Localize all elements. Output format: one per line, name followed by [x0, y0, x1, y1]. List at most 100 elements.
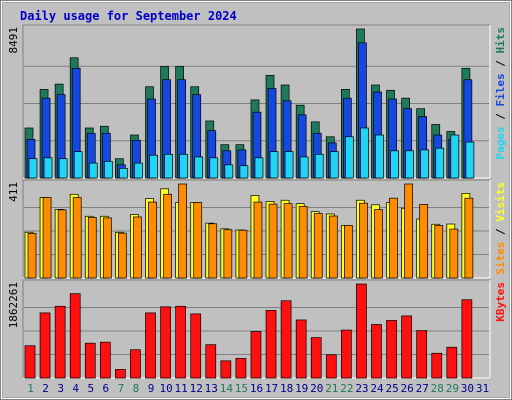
bar-kbytes-day-4	[69, 293, 81, 379]
bar-pages-day-22	[345, 136, 354, 179]
bar-kbytes-day-18	[280, 300, 292, 379]
bar-pages-day-16	[254, 157, 264, 179]
bars	[24, 283, 473, 379]
bar-sites-day-5	[87, 217, 97, 279]
bar-kbytes-day-14	[220, 360, 232, 379]
bar-kbytes-day-8	[130, 349, 141, 379]
bar-kbytes-day-26	[401, 315, 412, 379]
bar-kbytes-day-5	[84, 342, 96, 379]
bar-sites-day-26	[404, 183, 413, 279]
panel-legend: Pages / Files / Hits	[494, 27, 507, 160]
y-tick-label: 8491	[7, 27, 20, 54]
chart-title: Daily usage for September 2024	[20, 9, 237, 23]
bar-kbytes-day-23	[356, 283, 367, 379]
bar-kbytes-day-13	[205, 344, 217, 379]
bar-pages-day-28	[435, 147, 445, 179]
bar-sites-day-7	[118, 232, 127, 279]
bar-sites-day-30	[464, 197, 474, 279]
legend-separator: /	[494, 222, 507, 242]
bar-pages-day-5	[88, 162, 98, 179]
legend-separator: /	[494, 107, 507, 127]
bar-sites-day-18	[283, 203, 293, 279]
bar-kbytes-day-29	[446, 346, 458, 379]
bar-sites-day-8	[133, 216, 142, 279]
bar-kbytes-day-9	[145, 312, 156, 379]
x-tick-label-day-19: 19	[295, 382, 308, 395]
bar-pages-day-20	[314, 153, 324, 179]
legend-entry-hits: Hits	[494, 27, 507, 54]
chart-panels: 8491 Pages / Files / Hits 411 Sites / Visit…	[7, 24, 507, 379]
x-tick-label-day-26: 26	[401, 382, 414, 395]
bar-kbytes-day-20	[310, 337, 322, 379]
x-tick-label-day-4: 4	[72, 382, 79, 395]
panel-visits-sites: 411 Sites / Visits	[7, 179, 507, 279]
bar-pages-day-29	[450, 134, 460, 179]
x-axis-labels: 1 2 3 4 5 6 7 8 9 10 11 12 13 14 15 16 17 18 19 20 21 22 23 24 2…	[27, 382, 489, 395]
bar-pages-day-1	[28, 158, 38, 179]
x-tick-label-day-2: 2	[42, 382, 49, 395]
bar-pages-day-7	[119, 167, 128, 179]
bar-sites-day-29	[449, 228, 459, 279]
bar-sites-day-6	[102, 217, 112, 279]
bar-sites-day-21	[328, 215, 338, 279]
bar-pages-day-8	[134, 162, 143, 179]
bars	[24, 28, 475, 179]
bar-pages-day-12	[194, 156, 204, 179]
bar-sites-day-4	[72, 197, 82, 279]
x-tick-label-day-8: 8	[133, 382, 140, 395]
bar-sites-day-3	[57, 209, 67, 279]
x-tick-label-day-9: 9	[148, 382, 155, 395]
x-tick-label-day-5: 5	[87, 382, 94, 395]
bar-sites-day-19	[298, 206, 308, 279]
bar-kbytes-day-16	[250, 331, 262, 379]
panel-kbytes: 1862261 KBytes	[7, 279, 507, 379]
bar-sites-day-22	[344, 225, 353, 279]
x-tick-label-day-27: 27	[416, 382, 429, 395]
bar-kbytes-day-10	[160, 306, 171, 379]
legend-entry-sites: Sites	[494, 242, 507, 275]
bar-pages-day-6	[103, 160, 113, 179]
bar-kbytes-day-3	[54, 305, 66, 379]
x-tick-label-day-6: 6	[103, 382, 110, 395]
legend-entry-pages: Pages	[494, 126, 507, 159]
x-tick-label-day-24: 24	[370, 382, 384, 395]
bar-kbytes-day-17	[265, 310, 277, 379]
bar-pages-day-17	[269, 151, 279, 179]
bar-pages-day-3	[58, 158, 68, 179]
y-tick-label: 411	[7, 182, 20, 202]
panel-legend: KBytes	[494, 282, 507, 322]
legend-label: Sites / Visits	[494, 182, 507, 275]
bar-sites-day-24	[374, 209, 383, 279]
x-tick-label-day-15: 15	[235, 382, 248, 395]
x-tick-label-day-18: 18	[280, 382, 293, 395]
bar-sites-day-28	[434, 225, 444, 279]
x-tick-label-day-29: 29	[446, 382, 459, 395]
bar-sites-day-9	[148, 201, 157, 279]
x-tick-label-day-28: 28	[431, 382, 444, 395]
bar-pages-day-26	[405, 150, 414, 179]
x-tick-label-day-7: 7	[118, 382, 125, 395]
bar-kbytes-day-15	[235, 357, 247, 379]
bar-pages-day-11	[179, 153, 188, 179]
x-tick-label-day-21: 21	[325, 382, 338, 395]
legend-separator: /	[494, 54, 507, 74]
x-tick-label-day-23: 23	[355, 382, 368, 395]
bar-sites-day-20	[313, 213, 323, 279]
bar-sites-day-23	[359, 202, 368, 279]
x-tick-label-day-12: 12	[190, 382, 203, 395]
bar-kbytes-day-2	[39, 312, 51, 379]
legend-entry-visits: Visits	[494, 182, 507, 222]
bar-pages-day-9	[149, 154, 158, 179]
bar-sites-day-10	[163, 193, 172, 279]
bar-pages-day-24	[375, 134, 384, 179]
bar-kbytes-day-1	[24, 345, 36, 379]
bar-sites-day-12	[193, 202, 203, 279]
bar-kbytes-day-25	[386, 320, 397, 379]
legend-label: Pages / Files / Hits	[494, 27, 507, 160]
bar-sites-day-11	[178, 183, 187, 279]
bar-pages-day-25	[390, 150, 399, 179]
x-tick-label-day-10: 10	[159, 382, 172, 395]
